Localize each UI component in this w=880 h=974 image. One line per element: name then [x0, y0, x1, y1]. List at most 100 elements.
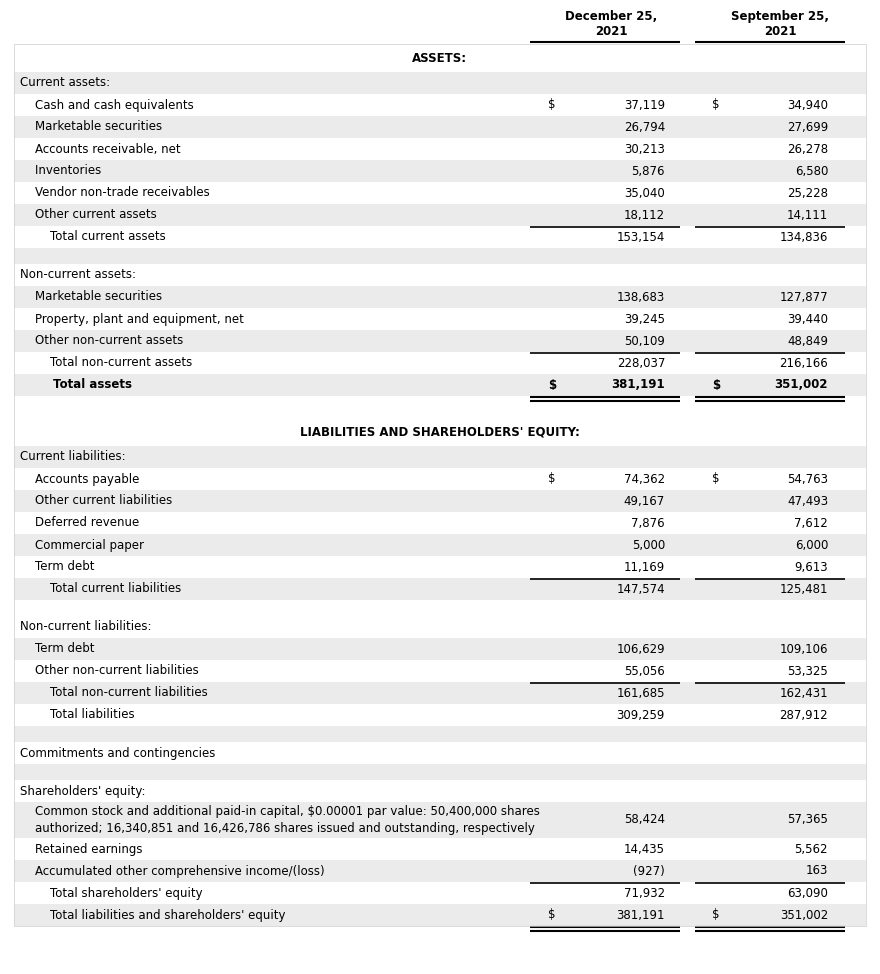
Text: 39,440: 39,440: [787, 313, 828, 325]
Bar: [14, 638, 866, 660]
Text: 14,435: 14,435: [624, 843, 665, 855]
Text: 5,876: 5,876: [632, 165, 665, 177]
Text: Current assets:: Current assets:: [20, 77, 110, 90]
Text: 7,876: 7,876: [631, 516, 665, 530]
Text: Total assets: Total assets: [20, 379, 132, 392]
Bar: [14, 726, 866, 742]
Bar: [14, 882, 866, 904]
Bar: [14, 490, 866, 512]
Text: 162,431: 162,431: [780, 687, 828, 699]
Text: 106,629: 106,629: [616, 643, 665, 656]
Text: Total non-current liabilities: Total non-current liabilities: [20, 687, 208, 699]
Text: 163: 163: [805, 865, 828, 878]
Text: 147,574: 147,574: [616, 582, 665, 595]
Bar: [14, 704, 866, 726]
Text: Other current assets: Other current assets: [20, 208, 157, 221]
Text: $: $: [712, 98, 720, 111]
Text: 49,167: 49,167: [624, 495, 665, 507]
Text: $: $: [712, 909, 720, 921]
Text: 18,112: 18,112: [624, 208, 665, 221]
Text: 30,213: 30,213: [624, 142, 665, 156]
Text: Total liabilities and shareholders' equity: Total liabilities and shareholders' equi…: [20, 909, 285, 921]
Text: December 25,
2021: December 25, 2021: [565, 10, 657, 38]
Bar: [14, 600, 866, 616]
Bar: [14, 308, 866, 330]
Text: 55,056: 55,056: [624, 664, 665, 678]
Text: 74,362: 74,362: [624, 472, 665, 485]
Bar: [14, 264, 866, 286]
Text: 71,932: 71,932: [624, 886, 665, 900]
Text: 127,877: 127,877: [780, 290, 828, 304]
Text: Shareholders' equity:: Shareholders' equity:: [20, 784, 145, 798]
Text: 14,111: 14,111: [787, 208, 828, 221]
Text: (927): (927): [634, 865, 665, 878]
Bar: [14, 578, 866, 600]
Text: 25,228: 25,228: [787, 186, 828, 200]
Text: $: $: [548, 909, 555, 921]
Bar: [14, 72, 866, 94]
Text: $: $: [548, 98, 555, 111]
Text: September 25,
2021: September 25, 2021: [731, 10, 829, 38]
Text: Non-current liabilities:: Non-current liabilities:: [20, 620, 151, 633]
Text: 5,000: 5,000: [632, 539, 665, 551]
Bar: [14, 44, 866, 72]
Text: Total current liabilities: Total current liabilities: [20, 582, 181, 595]
Text: $: $: [548, 472, 555, 485]
Bar: [14, 286, 866, 308]
Text: 37,119: 37,119: [624, 98, 665, 111]
Bar: [14, 94, 866, 116]
Text: 309,259: 309,259: [617, 708, 665, 722]
Text: ASSETS:: ASSETS:: [413, 52, 467, 64]
Bar: [14, 352, 866, 374]
Text: 7,612: 7,612: [795, 516, 828, 530]
Bar: [14, 742, 866, 764]
Text: 134,836: 134,836: [780, 231, 828, 244]
Bar: [14, 468, 866, 490]
Text: Deferred revenue: Deferred revenue: [20, 516, 139, 530]
Text: Total liabilities: Total liabilities: [20, 708, 135, 722]
Text: Total non-current assets: Total non-current assets: [20, 356, 192, 369]
Text: Property, plant and equipment, net: Property, plant and equipment, net: [20, 313, 244, 325]
Bar: [14, 556, 866, 578]
Bar: [14, 780, 866, 802]
Text: $: $: [548, 379, 556, 392]
Text: $: $: [712, 472, 720, 485]
Bar: [14, 248, 866, 264]
Text: Cash and cash equivalents: Cash and cash equivalents: [20, 98, 194, 111]
Text: 57,365: 57,365: [787, 813, 828, 827]
Bar: [14, 660, 866, 682]
Bar: [14, 138, 866, 160]
Text: 125,481: 125,481: [780, 582, 828, 595]
Bar: [14, 802, 866, 838]
Text: 26,794: 26,794: [624, 121, 665, 133]
Text: 63,090: 63,090: [787, 886, 828, 900]
Bar: [14, 204, 866, 226]
Text: Inventories: Inventories: [20, 165, 101, 177]
Bar: [14, 534, 866, 556]
Text: $: $: [712, 379, 720, 392]
Text: 58,424: 58,424: [624, 813, 665, 827]
Bar: [14, 764, 866, 780]
Text: Term debt: Term debt: [20, 560, 94, 574]
Text: 109,106: 109,106: [780, 643, 828, 656]
Text: Vendor non-trade receivables: Vendor non-trade receivables: [20, 186, 209, 200]
Text: 34,940: 34,940: [787, 98, 828, 111]
Text: 9,613: 9,613: [795, 560, 828, 574]
Text: 351,002: 351,002: [780, 909, 828, 921]
Bar: [14, 904, 866, 926]
Text: Other non-current assets: Other non-current assets: [20, 334, 183, 348]
Text: 6,580: 6,580: [795, 165, 828, 177]
Text: 381,191: 381,191: [617, 909, 665, 921]
Text: 6,000: 6,000: [795, 539, 828, 551]
Text: 53,325: 53,325: [788, 664, 828, 678]
Text: 153,154: 153,154: [617, 231, 665, 244]
Text: Accumulated other comprehensive income/(loss): Accumulated other comprehensive income/(…: [20, 865, 325, 878]
Text: Retained earnings: Retained earnings: [20, 843, 143, 855]
Bar: [14, 330, 866, 352]
Text: Marketable securities: Marketable securities: [20, 121, 162, 133]
Text: Marketable securities: Marketable securities: [20, 290, 162, 304]
Text: 35,040: 35,040: [624, 186, 665, 200]
Text: Common stock and additional paid-in capital, $0.00001 par value: 50,400,000 shar: Common stock and additional paid-in capi…: [20, 805, 539, 835]
Bar: [14, 226, 866, 248]
Text: Term debt: Term debt: [20, 643, 94, 656]
